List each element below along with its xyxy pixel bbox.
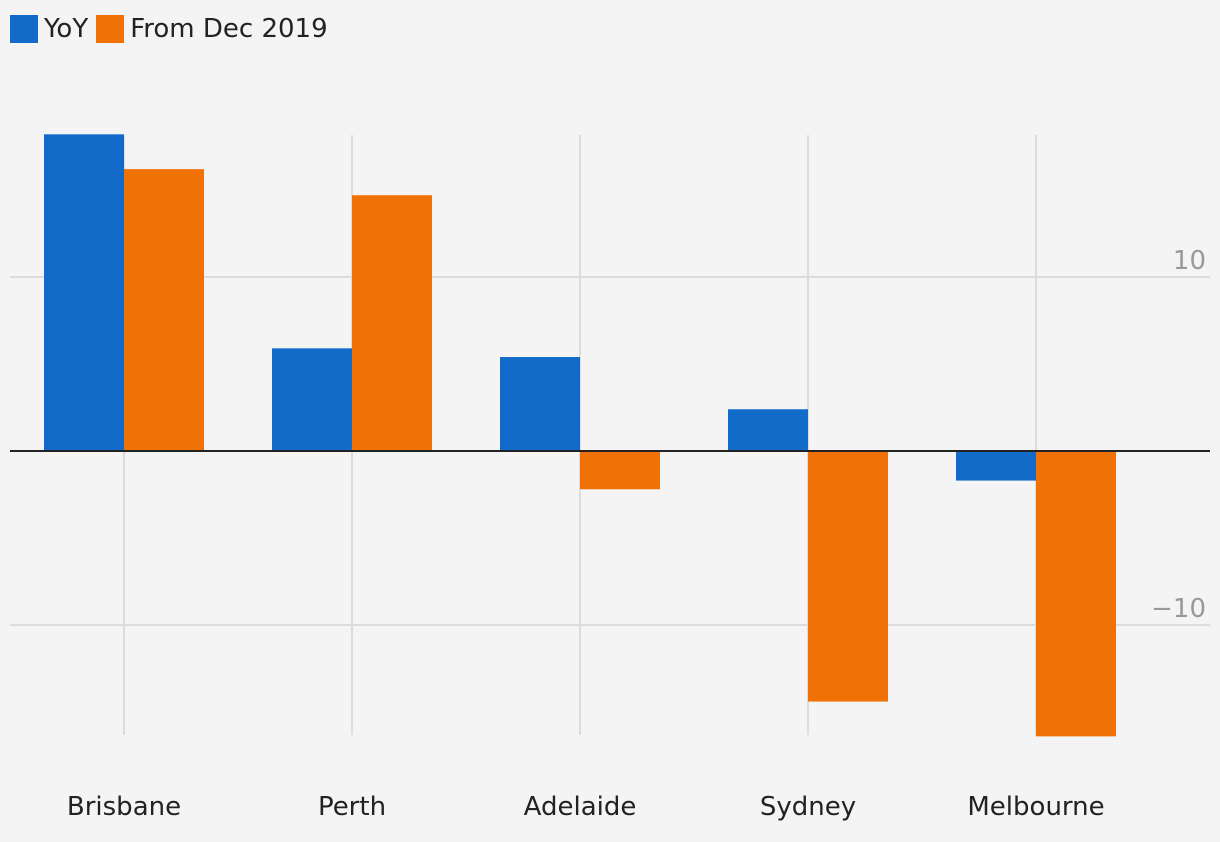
y-tick-label: 10 [1173,246,1206,276]
bar-yoy-sydney[interactable] [728,409,808,451]
bar-yoy-brisbane[interactable] [44,134,124,451]
legend: YoY From Dec 2019 [10,14,336,44]
legend-label-yoy: YoY [44,14,89,44]
bar-dec-2019-brisbane[interactable] [124,169,204,451]
x-tick-label: Sydney [760,792,856,822]
bar-dec-2019-perth[interactable] [352,195,432,451]
legend-label-dec-2019: From Dec 2019 [130,14,328,44]
legend-item-yoy[interactable]: YoY [10,14,88,44]
x-tick-label: Adelaide [524,792,637,822]
legend-swatch-dec-2019 [96,15,125,43]
legend-item-dec-2019[interactable]: From Dec 2019 [96,14,328,44]
x-tick-label: Perth [318,792,386,822]
bar-yoy-perth[interactable] [272,348,352,451]
bar-dec-2019-melbourne[interactable] [1036,451,1116,737]
legend-swatch-yoy [10,15,38,43]
x-tick-label: Brisbane [67,792,181,822]
y-tick-label: −10 [1151,594,1206,624]
x-tick-label: Melbourne [967,792,1104,822]
bar-dec-2019-sydney[interactable] [808,451,888,702]
bar-yoy-melbourne[interactable] [956,451,1036,481]
bar-dec-2019-adelaide[interactable] [580,451,660,490]
bar-yoy-adelaide[interactable] [500,357,580,451]
